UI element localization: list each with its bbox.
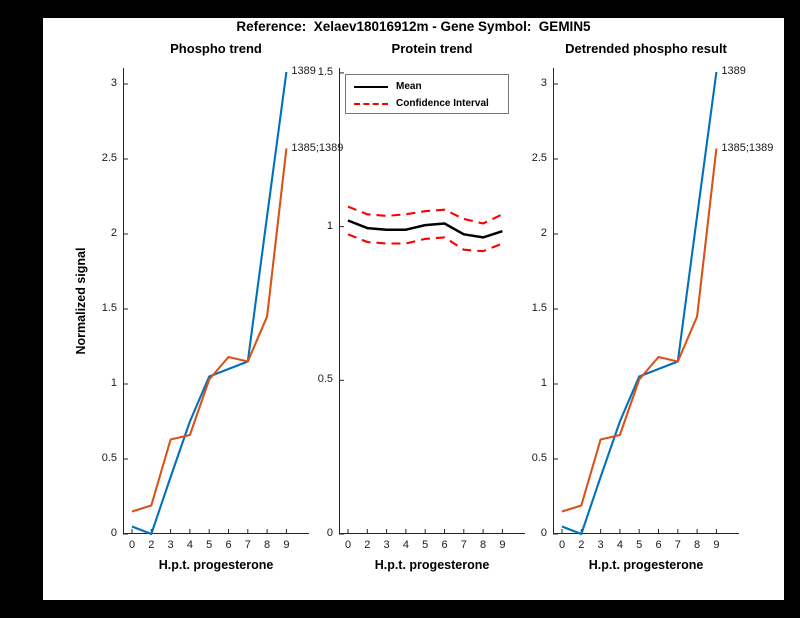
axes-phospho-trend: Phospho trend Normalized signal H.p.t. p… xyxy=(74,41,343,572)
x-tick-label: 4 xyxy=(616,539,623,551)
y-axis-label: Normalized signal xyxy=(74,247,88,355)
y-tick-label: 2.5 xyxy=(531,152,547,164)
x-tick-label: 6 xyxy=(225,539,232,551)
x-tick-label: 9 xyxy=(499,539,506,551)
y-tick-label: 3 xyxy=(110,77,117,89)
series-line-1385-1389 xyxy=(131,148,288,513)
figure-title: Reference: Xelaev18016912m - Gene Symbol… xyxy=(236,19,591,34)
y-tick-label: 1 xyxy=(326,219,333,232)
x-tick-label: 3 xyxy=(167,539,174,551)
x-axis-label-protein: H.p.t. progesterone xyxy=(374,558,490,572)
series-end-label: 1385;1389 xyxy=(291,141,344,154)
plot-canvas xyxy=(339,68,525,535)
y-tick-label: 1.5 xyxy=(531,302,547,314)
series-end-label: 1385;1389 xyxy=(721,141,774,154)
figure-canvas: Reference: Xelaev18016912m - Gene Symbol… xyxy=(43,18,784,600)
y-tick-label: 0 xyxy=(326,527,333,539)
axes-protein-trend: Protein trend H.p.t. progesterone Mean C… xyxy=(318,41,525,572)
mean-line-sample-icon xyxy=(354,85,388,88)
y-tick-label: 0.5 xyxy=(531,452,547,464)
x-tick-label: 0 xyxy=(128,539,136,551)
x-tick-label: 2 xyxy=(148,539,155,551)
x-tick-label: 2 xyxy=(578,539,585,551)
x-tick-label: 0 xyxy=(558,539,566,551)
x-tick-label: 8 xyxy=(264,539,271,551)
y-tick-label: 1 xyxy=(110,377,117,389)
legend: Mean Confidence Interval xyxy=(345,74,509,114)
x-tick-label: 7 xyxy=(460,539,467,551)
y-tick-label: 1.5 xyxy=(317,65,333,78)
ci-line-sample-icon xyxy=(354,102,388,105)
plot-canvas xyxy=(553,68,739,536)
x-tick-label: 0 xyxy=(344,539,352,551)
x-axis-label-phospho: H.p.t. progesterone xyxy=(158,558,274,572)
y-tick-label: 1.5 xyxy=(101,302,117,314)
plot-canvas xyxy=(123,68,309,536)
plot-title-detrended: Detrended phospho result xyxy=(565,41,727,56)
x-tick-label: 2 xyxy=(364,539,371,551)
plot-title-phospho: Phospho trend xyxy=(170,41,262,56)
y-tick-label: 0 xyxy=(540,527,547,539)
y-tick-label: 2 xyxy=(540,227,547,239)
x-tick-label: 8 xyxy=(480,539,487,551)
series-line-1389 xyxy=(131,71,288,536)
legend-label-mean: Mean xyxy=(396,81,422,92)
y-tick-label: 0.5 xyxy=(101,452,117,464)
series-line-1389 xyxy=(561,71,718,536)
y-tick-label: 0.5 xyxy=(317,373,333,386)
axes-detrended-phospho: Detrended phospho result H.p.t. progeste… xyxy=(532,41,774,572)
x-tick-label: 4 xyxy=(186,539,193,551)
legend-row-ci: Confidence Interval xyxy=(354,95,508,112)
y-tick-label: 3 xyxy=(540,77,547,89)
x-tick-label: 4 xyxy=(402,539,409,551)
y-tick-label: 2 xyxy=(110,227,117,239)
x-axis-label-detrended: H.p.t. progesterone xyxy=(588,558,704,572)
x-tick-label: 5 xyxy=(422,539,429,551)
y-tick-label: 0 xyxy=(110,527,117,539)
x-tick-label: 8 xyxy=(694,539,701,551)
x-tick-label: 9 xyxy=(713,539,720,551)
x-tick-label: 5 xyxy=(206,539,213,551)
series-line-CI-lower xyxy=(347,233,503,253)
x-tick-label: 6 xyxy=(655,539,662,551)
series-line-1385-1389 xyxy=(561,148,718,513)
series-end-label: 1389 xyxy=(291,65,316,77)
x-tick-label: 7 xyxy=(244,539,251,551)
x-tick-label: 6 xyxy=(441,539,448,551)
x-tick-label: 9 xyxy=(283,539,290,551)
y-tick-label: 1 xyxy=(540,377,547,389)
series-line-Mean xyxy=(347,219,503,239)
series-line-CI-upper xyxy=(347,205,503,225)
y-tick-label: 2.5 xyxy=(101,152,117,164)
legend-label-ci: Confidence Interval xyxy=(396,98,489,109)
x-tick-label: 7 xyxy=(674,539,681,551)
x-tick-label: 3 xyxy=(597,539,604,551)
plot-title-protein: Protein trend xyxy=(391,41,473,56)
series-end-label: 1389 xyxy=(721,65,746,77)
x-tick-label: 5 xyxy=(636,539,643,551)
x-tick-label: 3 xyxy=(383,539,390,551)
legend-row-mean: Mean xyxy=(354,78,508,95)
